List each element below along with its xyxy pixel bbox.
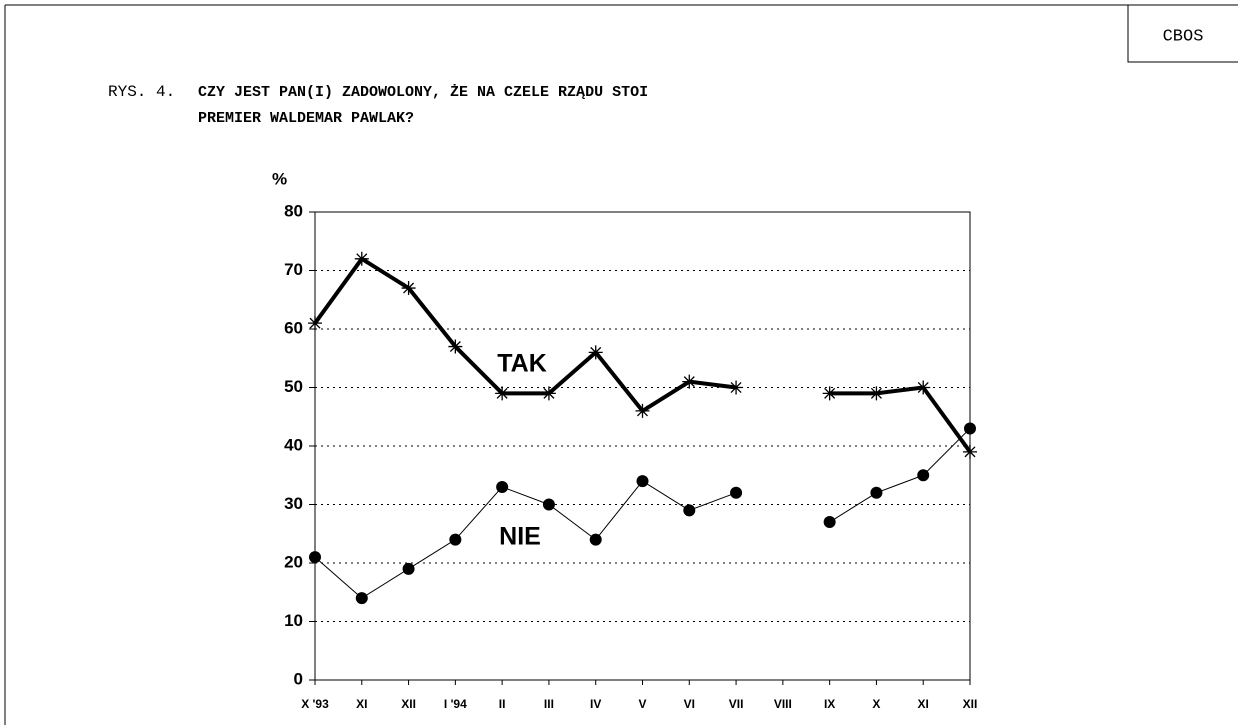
corner-box [1127, 4, 1238, 63]
marker [542, 498, 555, 511]
series-line [314, 480, 737, 599]
marker [869, 386, 884, 401]
x-tick-label: IX [824, 697, 835, 711]
x-tick-label: IV [590, 697, 601, 711]
marker [682, 374, 697, 389]
x-tick-label: VI [684, 697, 695, 711]
y-tick-label: 30 [284, 494, 303, 513]
series-line [313, 256, 737, 413]
marker [916, 380, 931, 395]
series-label: NIE [499, 523, 541, 551]
x-tick-label: VII [729, 697, 744, 711]
y-tick-label: 70 [284, 260, 303, 279]
marker [917, 469, 930, 482]
x-tick-label: XII [401, 697, 416, 711]
marker [401, 281, 416, 296]
marker [495, 386, 510, 401]
y-axis-label: % [272, 169, 287, 188]
chart-title: CZY JEST PAN(I) ZADOWOLONY, ŻE NA CZELE … [198, 84, 648, 101]
x-tick-label: X [872, 697, 880, 711]
marker [541, 386, 556, 401]
series-line [829, 428, 971, 523]
y-tick-label: 10 [284, 611, 303, 630]
y-tick-label: 40 [284, 435, 303, 454]
series-line [829, 385, 972, 454]
x-tick-label: II [499, 697, 506, 711]
marker [823, 516, 836, 529]
marker [730, 486, 743, 499]
x-tick-label: VIII [774, 697, 792, 711]
marker [870, 486, 883, 499]
series-label: TAK [497, 350, 547, 378]
marker [448, 339, 463, 354]
x-tick-label: XI [918, 697, 929, 711]
x-tick-label: XII [963, 697, 978, 711]
y-tick-label: 20 [284, 552, 303, 571]
marker [589, 533, 602, 546]
y-tick-label: 60 [284, 318, 303, 337]
x-tick-label: V [638, 697, 646, 711]
marker [496, 480, 509, 493]
marker [729, 380, 744, 395]
marker [308, 316, 322, 331]
marker [636, 475, 649, 488]
marker [449, 533, 462, 546]
marker [402, 562, 415, 575]
figure-label: RYS. 4. [108, 83, 175, 101]
y-tick-label: 50 [284, 377, 303, 396]
x-tick-label: X '93 [301, 697, 329, 711]
x-tick-label: III [544, 697, 554, 711]
marker [588, 345, 603, 360]
marker [683, 504, 696, 517]
marker [355, 592, 368, 605]
marker [963, 444, 977, 459]
chart-title: PREMIER WALDEMAR PAWLAK? [198, 110, 414, 127]
y-tick-label: 80 [284, 201, 303, 220]
marker [309, 551, 321, 564]
marker [354, 251, 369, 266]
x-tick-label: XI [356, 697, 367, 711]
y-tick-label: 0 [294, 669, 303, 688]
x-tick-label: I '94 [444, 697, 467, 711]
marker [964, 422, 976, 435]
marker [822, 386, 837, 401]
marker [635, 403, 650, 418]
plot-frame [314, 211, 971, 681]
corner-label: CBOS [1163, 27, 1204, 46]
